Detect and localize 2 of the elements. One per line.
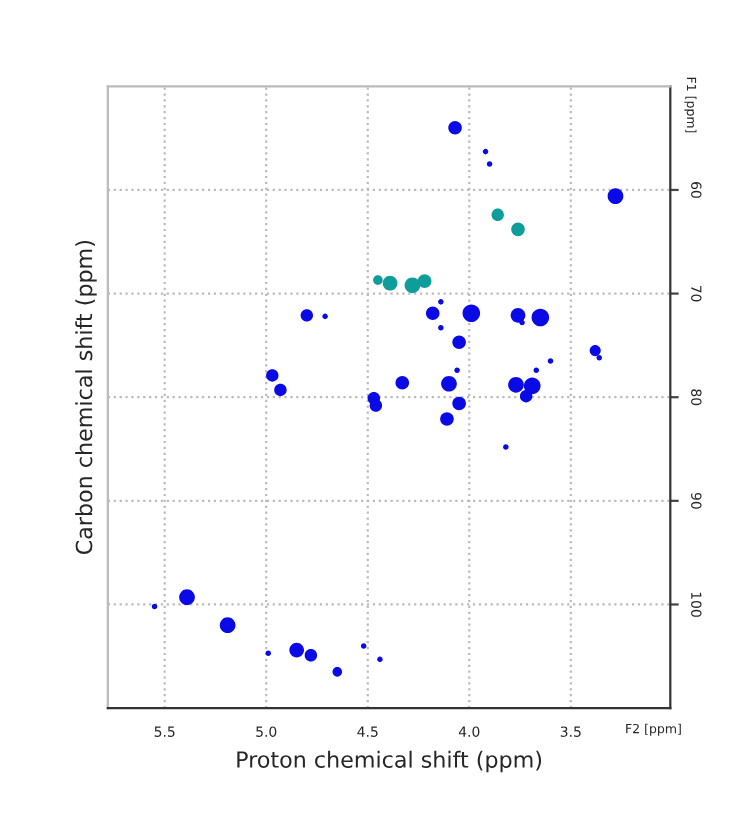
y-axis-title: Carbon chemical shift (ppm): [75, 241, 97, 555]
x-axis-title: Proton chemical shift (ppm): [237, 750, 542, 773]
